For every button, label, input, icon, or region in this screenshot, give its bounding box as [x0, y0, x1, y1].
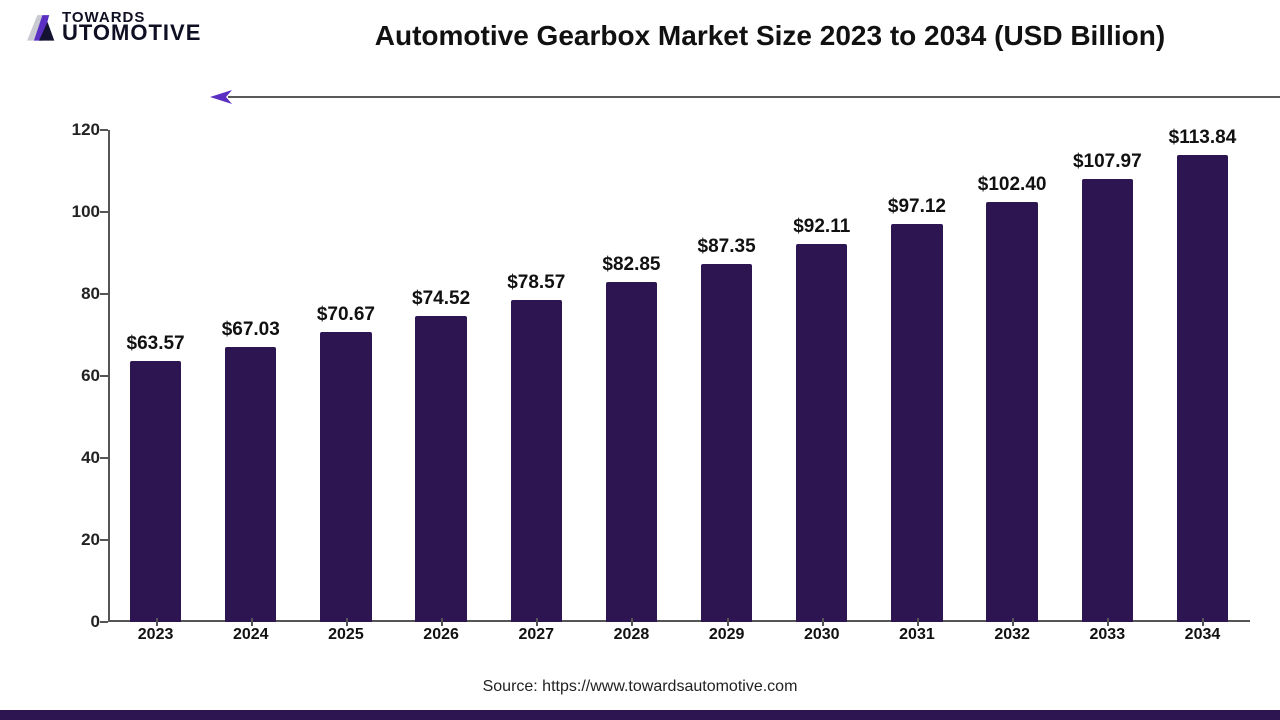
x-category-label: 2025: [298, 626, 393, 650]
x-tick-mark: [727, 618, 729, 626]
bar: [225, 347, 276, 622]
bar-slot: $63.57: [108, 361, 203, 622]
bar-value-label: $113.84: [1169, 127, 1237, 149]
x-categories: 2023202420252026202720282029203020312032…: [108, 626, 1250, 650]
bars-container: $63.57$67.03$70.67$74.52$78.57$82.85$87.…: [108, 130, 1250, 622]
x-category-label: 2023: [108, 626, 203, 650]
x-category-label: 2033: [1060, 626, 1155, 650]
x-tick-mark: [156, 618, 158, 626]
bar: [796, 244, 847, 622]
bar-slot: $107.97: [1060, 179, 1155, 622]
bar-slot: $82.85: [584, 282, 679, 622]
y-tick-mark: [100, 129, 108, 131]
y-tick-label: 120: [50, 120, 100, 140]
y-tick-label: 80: [50, 284, 100, 304]
x-category-label: 2027: [489, 626, 584, 650]
y-tick-mark: [100, 293, 108, 295]
source-text: Source: https://www.towardsautomotive.co…: [0, 678, 1280, 696]
x-category-label: 2029: [679, 626, 774, 650]
bar: [606, 282, 657, 622]
y-tick-label: 60: [50, 366, 100, 386]
bar: [1177, 155, 1228, 622]
y-tick-label: 100: [50, 202, 100, 222]
bar-value-label: $74.52: [412, 288, 470, 310]
chart-title: Automotive Gearbox Market Size 2023 to 2…: [290, 20, 1250, 52]
bar: [1082, 179, 1133, 622]
x-tick-mark: [441, 618, 443, 626]
bar-value-label: $92.11: [793, 216, 850, 238]
bar-value-label: $78.57: [507, 272, 565, 294]
x-tick-mark: [1012, 618, 1014, 626]
bar-slot: $70.67: [298, 332, 393, 622]
bar-slot: $97.12: [869, 224, 964, 622]
bar-slot: $102.40: [965, 202, 1060, 622]
bar: [891, 224, 942, 622]
x-tick-mark: [1202, 618, 1204, 626]
bar-slot: $74.52: [394, 316, 489, 622]
bar: [511, 300, 562, 622]
bar-value-label: $63.57: [127, 333, 185, 355]
bar-slot: $67.03: [203, 347, 298, 622]
x-tick-mark: [822, 618, 824, 626]
bar-slot: $92.11: [774, 244, 869, 622]
x-category-label: 2034: [1155, 626, 1250, 650]
x-tick-mark: [536, 618, 538, 626]
x-tick-mark: [631, 618, 633, 626]
x-tick-mark: [1107, 618, 1109, 626]
bar-value-label: $67.03: [222, 319, 280, 341]
y-tick-mark: [100, 621, 108, 623]
x-category-label: 2032: [965, 626, 1060, 650]
bar: [130, 361, 181, 622]
y-tick-mark: [100, 539, 108, 541]
footer-strip: [0, 710, 1280, 720]
bar-chart: 020406080100120 $63.57$67.03$70.67$74.52…: [50, 130, 1250, 650]
bar-slot: $78.57: [489, 300, 584, 622]
x-category-label: 2030: [774, 626, 869, 650]
bar-value-label: $70.67: [317, 304, 375, 326]
x-tick-mark: [917, 618, 919, 626]
x-category-label: 2026: [394, 626, 489, 650]
y-tick-label: 0: [50, 612, 100, 632]
x-tick-mark: [251, 618, 253, 626]
bar: [701, 264, 752, 622]
bar-value-label: $82.85: [602, 254, 660, 276]
bar-value-label: $87.35: [698, 236, 756, 258]
bar-slot: $113.84: [1155, 155, 1250, 622]
x-category-label: 2031: [869, 626, 964, 650]
bar: [415, 316, 466, 622]
x-category-label: 2024: [203, 626, 298, 650]
y-tick-mark: [100, 375, 108, 377]
bar: [986, 202, 1037, 622]
arrow-divider: [210, 90, 1280, 104]
brand-logo: TOWARDS UTOMOTIVE: [22, 10, 201, 44]
logo-text: TOWARDS UTOMOTIVE: [62, 11, 201, 43]
logo-line2: UTOMOTIVE: [62, 23, 201, 43]
x-tick-mark: [346, 618, 348, 626]
bar-value-label: $97.12: [888, 196, 946, 218]
logo-mark-icon: [22, 10, 56, 44]
y-tick-mark: [100, 211, 108, 213]
bar-slot: $87.35: [679, 264, 774, 622]
x-category-label: 2028: [584, 626, 679, 650]
y-tick-label: 40: [50, 448, 100, 468]
bar: [320, 332, 371, 622]
bar-value-label: $107.97: [1073, 151, 1142, 173]
y-tick-label: 20: [50, 530, 100, 550]
y-tick-mark: [100, 457, 108, 459]
bar-value-label: $102.40: [978, 174, 1047, 196]
